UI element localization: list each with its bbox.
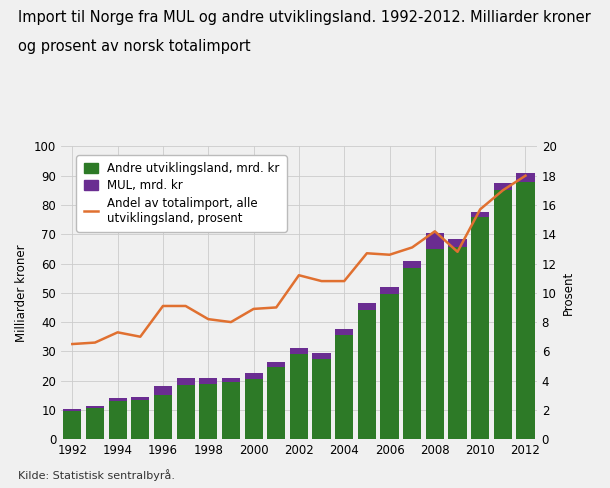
Bar: [154, 386, 172, 395]
Bar: [358, 310, 376, 439]
Bar: [426, 249, 444, 439]
Bar: [131, 397, 149, 400]
Legend: Andre utviklingsland, mrd. kr, MUL, mrd. kr, Andel av totalimport, alle
utviklin: Andre utviklingsland, mrd. kr, MUL, mrd.…: [76, 155, 287, 232]
Bar: [381, 294, 398, 439]
Bar: [403, 268, 422, 439]
Bar: [335, 335, 353, 439]
Bar: [381, 287, 398, 294]
Bar: [517, 173, 534, 182]
Bar: [403, 261, 422, 268]
Text: Kilde: Statistisk sentralbyrå.: Kilde: Statistisk sentralbyrå.: [18, 469, 175, 481]
Bar: [109, 398, 127, 401]
Bar: [493, 183, 512, 190]
Bar: [245, 373, 263, 379]
Bar: [154, 395, 172, 439]
Bar: [199, 384, 217, 439]
Text: og prosent av norsk totalimport: og prosent av norsk totalimport: [18, 39, 251, 54]
Bar: [312, 353, 331, 359]
Bar: [290, 348, 308, 354]
Bar: [63, 411, 81, 439]
Bar: [199, 378, 217, 384]
Bar: [63, 409, 81, 411]
Bar: [109, 401, 127, 439]
Bar: [471, 217, 489, 439]
Bar: [86, 406, 104, 408]
Bar: [267, 362, 285, 367]
Bar: [222, 382, 240, 439]
Bar: [222, 378, 240, 382]
Y-axis label: Milliarder kroner: Milliarder kroner: [15, 244, 28, 342]
Bar: [245, 379, 263, 439]
Text: Import til Norge fra MUL og andre utviklingsland. 1992-2012. Milliarder kroner: Import til Norge fra MUL og andre utvikl…: [18, 10, 591, 25]
Bar: [426, 233, 444, 249]
Bar: [176, 385, 195, 439]
Bar: [86, 408, 104, 439]
Bar: [335, 329, 353, 335]
Bar: [493, 190, 512, 439]
Bar: [267, 367, 285, 439]
Bar: [517, 182, 534, 439]
Bar: [290, 354, 308, 439]
Bar: [312, 359, 331, 439]
Bar: [448, 247, 467, 439]
Bar: [131, 400, 149, 439]
Bar: [471, 212, 489, 217]
Bar: [358, 303, 376, 310]
Y-axis label: Prosent: Prosent: [562, 271, 575, 315]
Bar: [448, 239, 467, 247]
Bar: [176, 378, 195, 385]
